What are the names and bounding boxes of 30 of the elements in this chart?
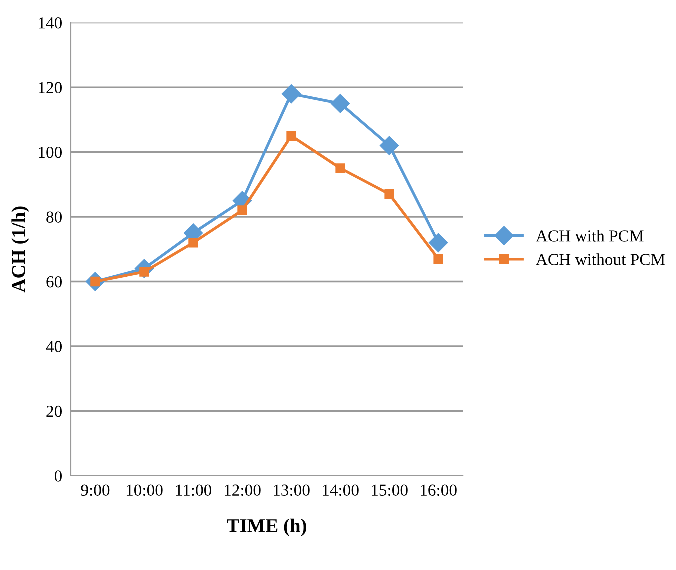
point bbox=[380, 136, 400, 156]
x-tick-label: 13:00 bbox=[274, 484, 310, 496]
x-tick-label: 9:00 bbox=[81, 484, 110, 496]
x-tick-label: 11:00 bbox=[176, 484, 212, 496]
y-tick-label: 100 bbox=[39, 146, 62, 158]
y-axis-title: ACH (1/h) bbox=[12, 206, 30, 293]
y-tick-label: 80 bbox=[46, 212, 62, 223]
legend-label: ACH with PCM bbox=[536, 230, 644, 242]
point bbox=[331, 94, 350, 114]
x-tick-label: 16:00 bbox=[421, 484, 457, 496]
x-axis-title: TIME (h) bbox=[227, 518, 306, 536]
point bbox=[429, 233, 448, 252]
x-tick-label: 10:00 bbox=[126, 484, 163, 496]
point bbox=[286, 131, 296, 141]
x-tick-label: 12:00 bbox=[225, 484, 261, 496]
y-tick-label: 60 bbox=[46, 276, 62, 288]
x-tick-label: 14:00 bbox=[323, 484, 359, 496]
point bbox=[282, 84, 302, 104]
y-tick-label: 140 bbox=[39, 18, 62, 29]
point bbox=[188, 238, 198, 248]
point bbox=[384, 189, 394, 200]
y-tick-label: 40 bbox=[46, 341, 62, 352]
y-tick-label: 120 bbox=[39, 82, 62, 94]
y-tick-label: 0 bbox=[54, 470, 62, 482]
point bbox=[238, 206, 248, 216]
x-tick-label: 15:00 bbox=[372, 484, 408, 496]
point bbox=[336, 164, 346, 174]
point bbox=[434, 254, 444, 264]
y-tick-label: 20 bbox=[46, 406, 62, 418]
legend-label: ACH without PCM bbox=[536, 254, 666, 266]
